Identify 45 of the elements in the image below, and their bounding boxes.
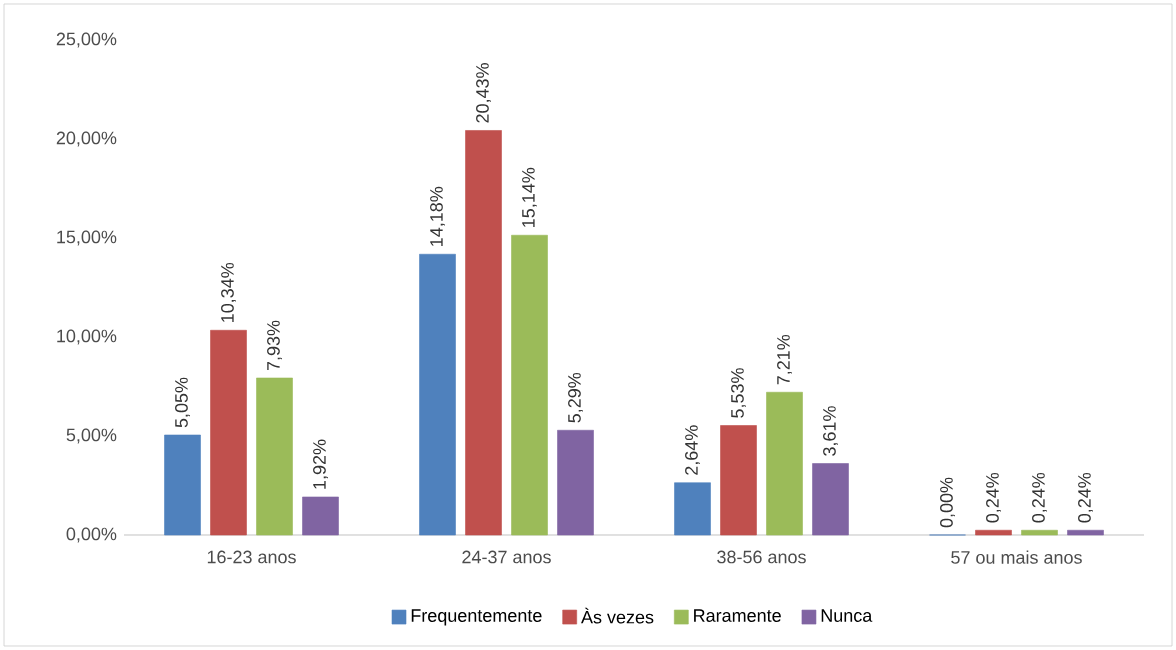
bar (164, 434, 201, 536)
data-label: 5,05% (175, 377, 190, 428)
x-tick-label: 57 ou mais anos (951, 550, 1082, 564)
bar (511, 234, 548, 536)
x-tick-label: 24-37 anos (462, 550, 551, 564)
data-label: 3,61% (823, 406, 838, 456)
y-tick-label: 10,00% (57, 329, 117, 345)
x-tick-label: 38-56 anos (717, 550, 806, 564)
y-tick-label: 20,00% (56, 131, 117, 147)
y-tick-label: 0,00% (66, 527, 117, 543)
data-label: 0,24% (986, 472, 1001, 523)
bar (256, 377, 293, 536)
data-label: 0,24% (1032, 472, 1047, 523)
bar (1021, 529, 1058, 536)
bar (1067, 529, 1104, 536)
legend-label: Raramente (694, 609, 781, 622)
data-label: 0,00% (940, 477, 955, 528)
bar (557, 429, 594, 536)
data-label: 1,92% (313, 439, 328, 489)
y-tick-label: 25,00% (56, 32, 117, 48)
legend-label: Às vezes (581, 607, 654, 624)
data-label: 7,21% (777, 334, 792, 385)
bar (766, 391, 803, 536)
bar (465, 130, 502, 536)
data-label: 14,18% (430, 186, 445, 246)
data-label: 20,43% (476, 63, 491, 123)
data-label: 2,64% (685, 425, 700, 475)
data-label: 7,93% (267, 320, 282, 371)
bar (975, 529, 1012, 536)
data-label: 5,53% (731, 368, 746, 418)
legend-label: Frequentemente (411, 609, 542, 626)
bar (812, 463, 849, 536)
bar (210, 329, 247, 536)
data-label: 15,14% (522, 167, 537, 227)
data-label: 10,34% (221, 262, 236, 322)
x-tick-label: 16-23 anos (207, 550, 296, 564)
data-label: 5,29% (568, 372, 583, 423)
bar (419, 253, 456, 536)
y-tick-label: 5,00% (66, 428, 117, 444)
bar (674, 482, 711, 536)
bar (302, 496, 339, 536)
y-tick-label: 15,00% (57, 230, 117, 246)
legend-label: Nunca (821, 609, 873, 622)
bar (720, 425, 757, 536)
data-label: 0,24% (1078, 472, 1093, 523)
